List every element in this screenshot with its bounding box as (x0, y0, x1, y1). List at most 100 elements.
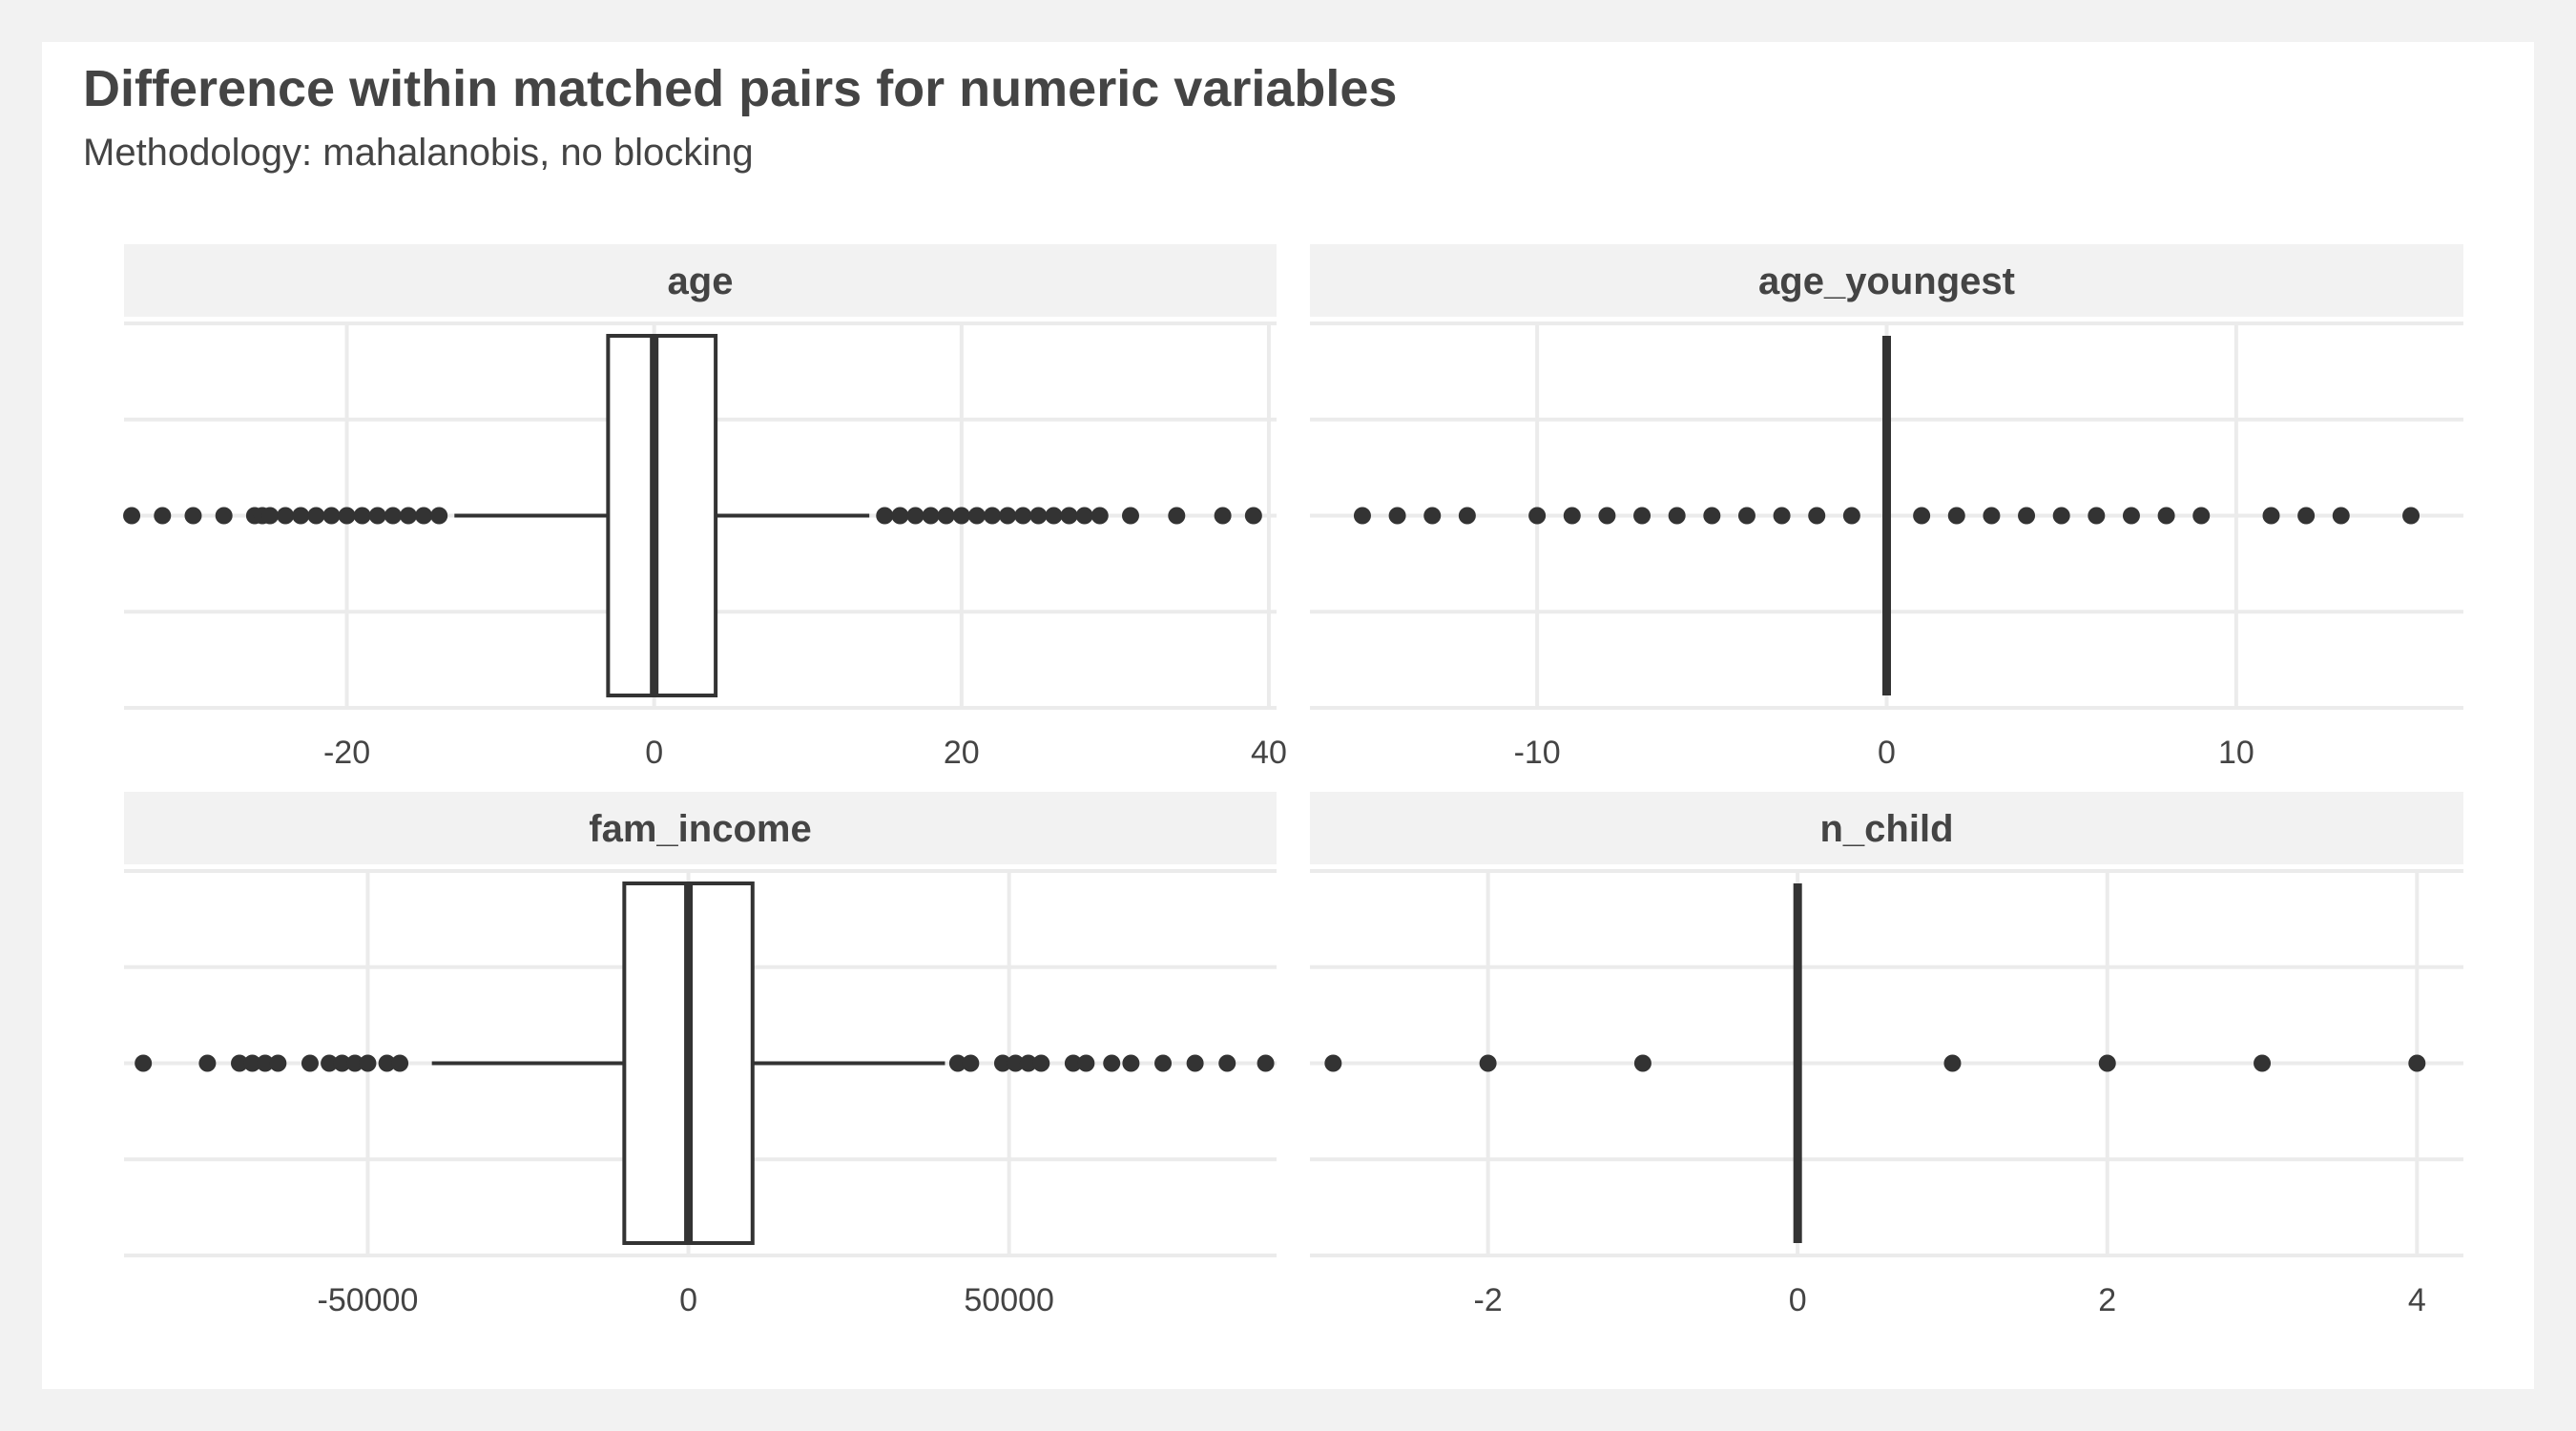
x-tick-label: 2 (2098, 1282, 2116, 1318)
outlier-point (1154, 1054, 1173, 1072)
outlier-point (1388, 507, 1406, 525)
outlier-point (891, 507, 909, 525)
outlier-point (2052, 507, 2070, 525)
outlier-point (967, 507, 986, 525)
outlier-point (391, 1054, 409, 1072)
iqr-box (606, 334, 718, 697)
outlier-point (2262, 507, 2280, 525)
outlier-point (1060, 507, 1078, 525)
facet-strip-label: age (668, 260, 734, 302)
outlier-point (322, 507, 341, 525)
outlier-point (1633, 1054, 1652, 1072)
outlier-point (2332, 507, 2350, 525)
outlier-point (1064, 1054, 1082, 1072)
facet-strip-label: n_child (1819, 808, 1953, 850)
outlier-point (1943, 1054, 1962, 1072)
chart-subtitle: Methodology: mahalanobis, no blocking (83, 132, 754, 174)
outlier-point (1528, 507, 1547, 525)
x-tick-label: 0 (679, 1282, 697, 1318)
outlier-point (1703, 507, 1721, 525)
outlier-point (1244, 507, 1262, 525)
outlier-point (2254, 1054, 2272, 1072)
outlier-point (906, 507, 924, 525)
facet-strip-label: fam_income (589, 808, 811, 850)
outlier-point (1029, 507, 1048, 525)
outlier-point (1014, 507, 1032, 525)
outlier-point (1168, 507, 1186, 525)
outlier-point (1324, 1054, 1342, 1072)
outlier-point (1458, 507, 1476, 525)
facet-age-youngest: age_youngest -10 0 10 (1310, 244, 2463, 771)
facet-strip (1310, 792, 2463, 864)
outlier-point (261, 507, 280, 525)
outlier-point (243, 1054, 261, 1072)
outlier-point (415, 507, 433, 525)
outlier-point (1214, 507, 1232, 525)
outlier-point (1563, 507, 1581, 525)
outlier-point (1633, 507, 1652, 525)
outlier-point (1075, 507, 1093, 525)
outlier-point (1019, 1054, 1037, 1072)
outlier-point (2018, 507, 2036, 525)
outlier-point (1983, 507, 2001, 525)
outlier-point (1007, 1054, 1025, 1072)
x-tick-label: -50000 (318, 1282, 419, 1318)
outlier-point (2098, 1054, 2116, 1072)
outlier-point (1913, 507, 1931, 525)
facet-fam-income: fam_income -50000 0 50000 (124, 792, 1277, 1318)
outlier-point (1186, 1054, 1204, 1072)
x-tick-label: 10 (2218, 735, 2254, 771)
outlier-point (215, 507, 233, 525)
facet-n-child: n_child -2 0 2 4 (1310, 792, 2463, 1318)
outlier-point (1479, 1054, 1497, 1072)
outlier-point (922, 507, 940, 525)
facet-strip (1310, 244, 2463, 317)
outlier-point (1103, 1054, 1121, 1072)
x-tick-label: 20 (944, 735, 980, 771)
outlier-point (999, 507, 1017, 525)
outlier-point (952, 507, 970, 525)
outlier-point (2297, 507, 2316, 525)
outlier-point (384, 507, 402, 525)
outlier-point (184, 507, 202, 525)
outlier-point (1045, 507, 1063, 525)
outlier-point (1773, 507, 1791, 525)
outlier-point (984, 507, 1002, 525)
outlier-point (948, 1054, 966, 1072)
outlier-point (277, 507, 295, 525)
outlier-point (1353, 507, 1371, 525)
outlier-point (1032, 1054, 1050, 1072)
x-tick-label: -10 (1514, 735, 1561, 771)
outlier-point (962, 1054, 980, 1072)
outlier-point (2408, 1054, 2426, 1072)
x-tick-label: 0 (1878, 735, 1896, 771)
outlier-point (333, 1054, 351, 1072)
outlier-point (1091, 507, 1109, 525)
x-tick-label: 40 (1251, 735, 1287, 771)
x-tick-label: 4 (2408, 1282, 2426, 1318)
outlier-point (292, 507, 310, 525)
facet-age: age -20 0 20 40 (123, 244, 1287, 771)
outlier-point (1737, 507, 1755, 525)
outlier-point (378, 1054, 396, 1072)
outlier-point (301, 1054, 319, 1072)
outlier-point (937, 507, 955, 525)
outlier-point (1947, 507, 1965, 525)
outlier-point (876, 507, 894, 525)
facet-strip (124, 792, 1277, 864)
outlier-point (1598, 507, 1616, 525)
outlier-point (269, 1054, 287, 1072)
outlier-point (256, 1054, 274, 1072)
outlier-point (399, 507, 417, 525)
outlier-point (307, 507, 325, 525)
x-tick-label: -2 (1474, 1282, 1503, 1318)
outlier-point (231, 1054, 249, 1072)
outlier-point (198, 1054, 217, 1072)
outlier-point (135, 1054, 153, 1072)
outlier-point (1842, 507, 1860, 525)
outlier-point (1121, 507, 1139, 525)
outlier-point (321, 1054, 339, 1072)
outlier-point (2402, 507, 2420, 525)
outlier-point (346, 1054, 364, 1072)
